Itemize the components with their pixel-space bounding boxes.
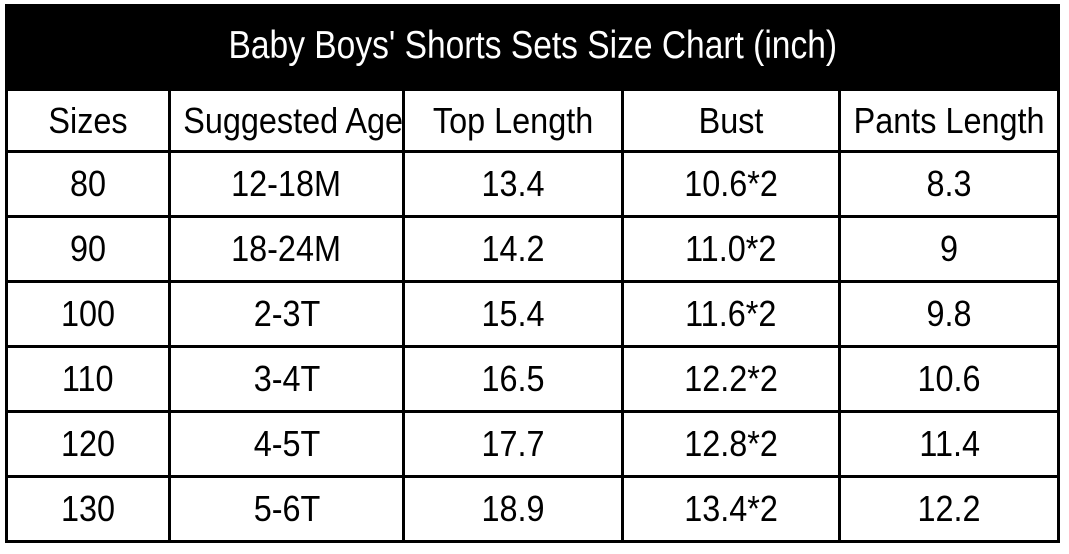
cell-pants-length: 10.6 [838, 345, 1060, 413]
table-row-size-80: 80 12-18M 13.4 10.6*2 8.3 [5, 150, 1060, 218]
cell-suggested-age: 4-5T [167, 410, 406, 478]
cell-pants-length: 9.8 [838, 280, 1060, 348]
cell-pants-length: 12.2 [838, 475, 1060, 543]
cell-top-length: 13.4 [402, 150, 624, 218]
cell-top-length: 14.2 [402, 215, 624, 283]
column-header-suggested-age: Suggested Age [167, 88, 406, 153]
cell-size: 100 [5, 280, 171, 348]
cell-suggested-age: 3-4T [167, 345, 406, 413]
cell-bust: 12.8*2 [620, 410, 842, 478]
cell-bust: 11.0*2 [620, 215, 842, 283]
chart-title: Baby Boys' Shorts Sets Size Chart (inch) [228, 24, 837, 67]
column-header-bust: Bust [620, 88, 842, 153]
table-row-size-110: 110 3-4T 16.5 12.2*2 10.6 [5, 345, 1060, 413]
column-header-sizes: Sizes [5, 88, 171, 153]
cell-top-length: 15.4 [402, 280, 624, 348]
table-row-size-100: 100 2-3T 15.4 11.6*2 9.8 [5, 280, 1060, 348]
table-header-row: Sizes Suggested Age Top Length Bust Pant… [5, 88, 1060, 153]
cell-size: 90 [5, 215, 171, 283]
column-header-top-length: Top Length [402, 88, 624, 153]
cell-suggested-age: 5-6T [167, 475, 406, 543]
cell-pants-length: 8.3 [838, 150, 1060, 218]
table-row-size-120: 120 4-5T 17.7 12.8*2 11.4 [5, 410, 1060, 478]
cell-size: 120 [5, 410, 171, 478]
cell-size: 110 [5, 345, 171, 413]
table-row-size-90: 90 18-24M 14.2 11.0*2 9 [5, 215, 1060, 283]
cell-top-length: 16.5 [402, 345, 624, 413]
cell-bust: 11.6*2 [620, 280, 842, 348]
cell-suggested-age: 12-18M [167, 150, 406, 218]
cell-pants-length: 9 [838, 215, 1060, 283]
table-row-size-130: 130 5-6T 18.9 13.4*2 12.2 [5, 475, 1060, 543]
cell-bust: 10.6*2 [620, 150, 842, 218]
cell-size: 80 [5, 150, 171, 218]
cell-bust: 13.4*2 [620, 475, 842, 543]
size-chart-table: Sizes Suggested Age Top Length Bust Pant… [5, 88, 1060, 543]
cell-pants-length: 11.4 [838, 410, 1060, 478]
cell-size: 130 [5, 475, 171, 543]
cell-suggested-age: 2-3T [167, 280, 406, 348]
cell-top-length: 18.9 [402, 475, 624, 543]
size-chart-panel: Baby Boys' Shorts Sets Size Chart (inch)… [5, 4, 1060, 543]
cell-suggested-age: 18-24M [167, 215, 406, 283]
cell-top-length: 17.7 [402, 410, 624, 478]
column-header-pants-length: Pants Length [838, 88, 1060, 153]
cell-bust: 12.2*2 [620, 345, 842, 413]
chart-title-bar: Baby Boys' Shorts Sets Size Chart (inch) [5, 4, 1060, 88]
